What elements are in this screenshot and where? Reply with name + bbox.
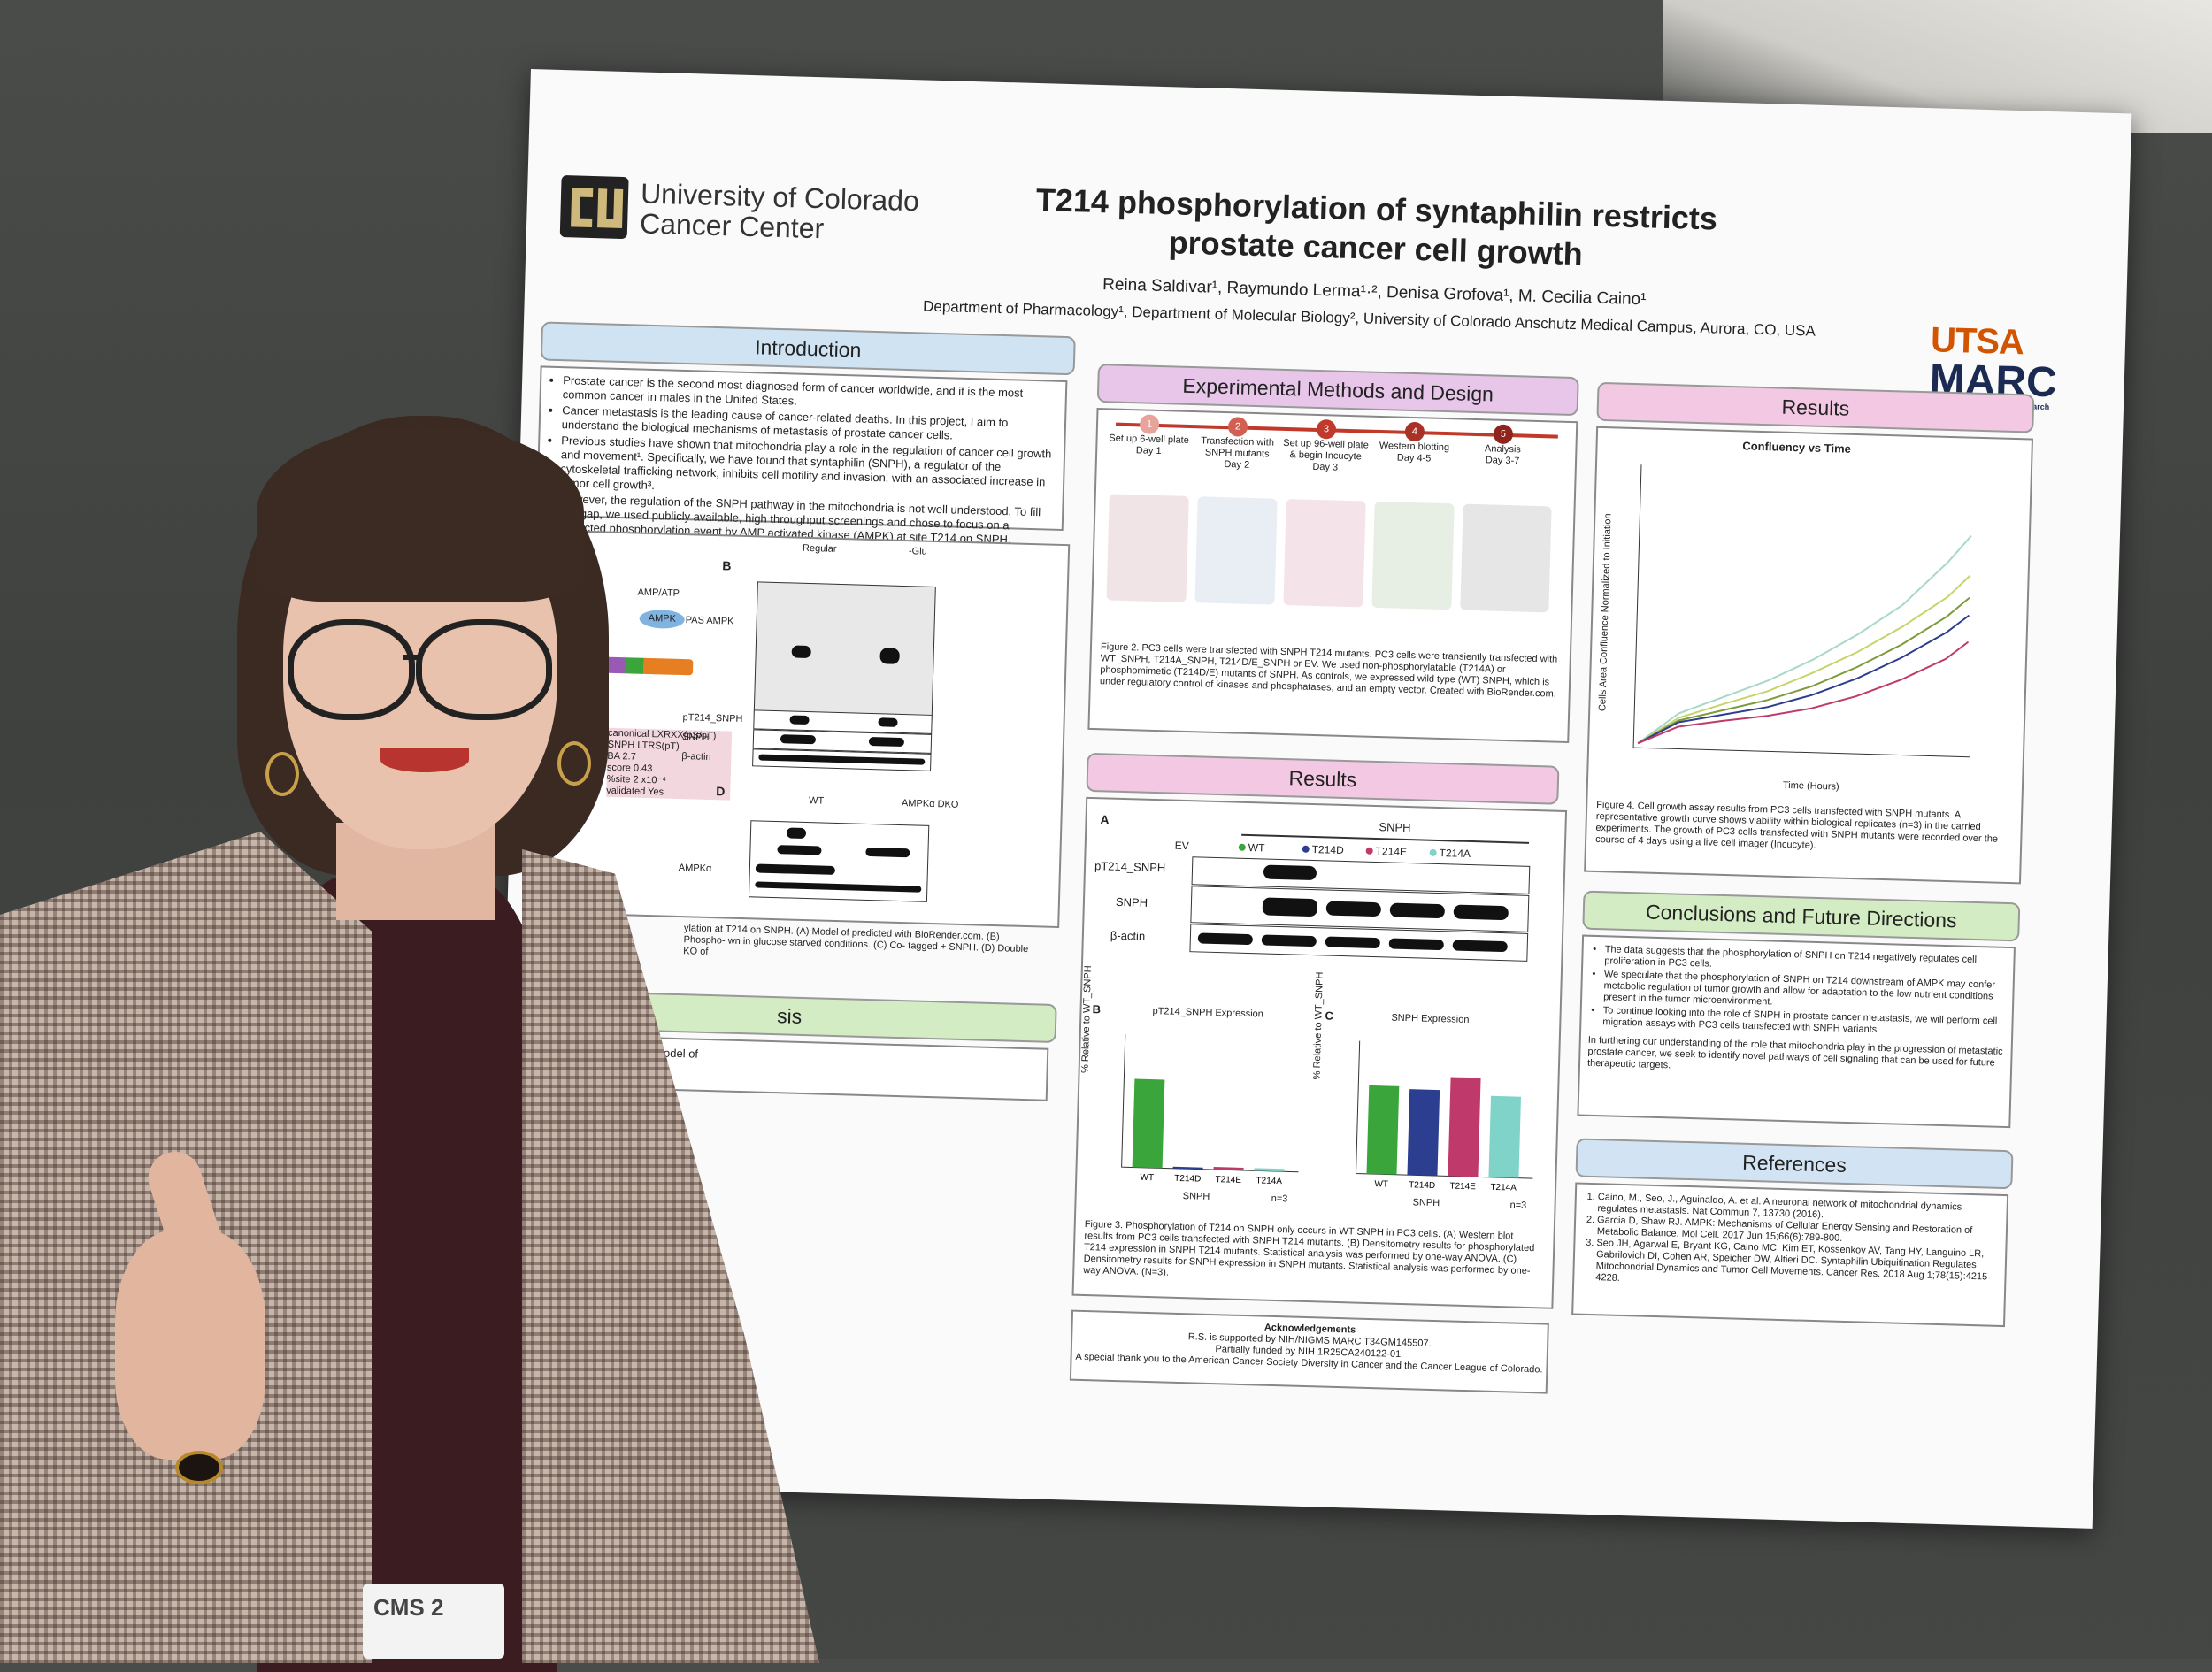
references-heading: References bbox=[1575, 1138, 2014, 1190]
results-right-box: Confluency vs Time Time (Hours) Cells Ar… bbox=[1584, 426, 2034, 885]
chart-b-n: n=3 bbox=[1271, 1193, 1288, 1205]
chart-b-xgroup: SNPH bbox=[1182, 1191, 1210, 1202]
chart-bar bbox=[1132, 1078, 1165, 1169]
chart-tick-label: WT bbox=[1140, 1173, 1154, 1183]
figure3-caption: Figure 3. Phosphorylation of T214 on SNP… bbox=[1083, 1218, 1535, 1278]
results-middle-box: A SNPH EV WT T214D T214E T214A pT214_SNPH SN… bbox=[1071, 796, 1568, 1309]
motif-table: canonical LXRXX(pS/pT) SNPH LTRS(pT) BA … bbox=[606, 727, 733, 801]
growth-chart-xlabel: Time (Hours) bbox=[1782, 779, 1839, 793]
snph-header: SNPH bbox=[1379, 820, 1411, 835]
fig1-actin-label: β-actin bbox=[681, 751, 711, 763]
chart-tick-label: T214E bbox=[1449, 1181, 1476, 1192]
snph-row-label: SNPH bbox=[1115, 894, 1148, 909]
figure4-caption: Figure 4. Cell growth assay results from… bbox=[1594, 799, 1999, 851]
fig1-panel-d: D bbox=[716, 784, 726, 799]
conclusions-box: The data suggests that the phosphorylati… bbox=[1577, 934, 2016, 1129]
transfection-illustration bbox=[1194, 496, 1278, 605]
name-badge: CMS 2 bbox=[363, 1584, 504, 1659]
lane-dot-icon bbox=[1302, 845, 1310, 853]
chart-bar bbox=[1213, 1167, 1244, 1170]
lane-label: EV bbox=[1174, 839, 1189, 853]
method-step: 2 Transfection with SNPH mutants Day 2 bbox=[1193, 416, 1283, 472]
regular-label: Regular bbox=[802, 542, 837, 555]
bangs bbox=[257, 425, 584, 602]
panel-c-label: C bbox=[1325, 1009, 1334, 1023]
fig1-pt214-label: pT214_SNPH bbox=[682, 712, 743, 725]
growth-curve-chart bbox=[1632, 464, 1972, 758]
acknowledgements-box: Acknowledgements R.S. is supported by NI… bbox=[1069, 1309, 1549, 1394]
method-step: 5 Analysis Day 3-7 bbox=[1458, 423, 1548, 468]
chart-bar bbox=[1448, 1077, 1481, 1177]
wt-label: WT bbox=[808, 795, 825, 807]
earring-icon bbox=[557, 741, 591, 786]
methods-heading: Experimental Methods and Design bbox=[1096, 364, 1579, 417]
ampk-oval: AMPK bbox=[639, 609, 686, 630]
dko-label: AMPKα DKO bbox=[901, 798, 959, 810]
figure1-caption: ylation at T214 on SNPH. (A) Model of pr… bbox=[683, 923, 1029, 957]
well-plate-illustration bbox=[1283, 499, 1366, 608]
glasses-icon bbox=[416, 619, 552, 720]
method-step: 3 Set up 96-well plate & begin Incucyte D… bbox=[1281, 418, 1371, 475]
cu-logo-icon bbox=[559, 175, 629, 239]
panel-a-label: A bbox=[1100, 812, 1110, 827]
chart-b: WT T214D T214E T214A bbox=[1121, 1034, 1299, 1186]
lips bbox=[380, 748, 469, 772]
conclusion-paragraph: In furthering our understanding of the r… bbox=[1586, 1034, 2003, 1071]
thumbs-up-hand bbox=[115, 1230, 265, 1460]
fig1-snph-label: SNPH bbox=[681, 732, 710, 743]
incucyte-illustration bbox=[1460, 503, 1552, 613]
glasses-bridge bbox=[403, 655, 420, 660]
introduction-box: Prostate cancer is the second most diagn… bbox=[535, 365, 1068, 546]
amp-atp-label: AMP/ATP bbox=[637, 587, 680, 599]
chart-tick-label: T214D bbox=[1174, 1174, 1201, 1185]
glu-label: -Glu bbox=[908, 546, 927, 557]
blot-pas-ampk bbox=[753, 581, 936, 721]
ampka-label: AMPKα bbox=[678, 863, 712, 875]
actin-row-label: β-actin bbox=[1110, 928, 1146, 943]
chart-bar bbox=[1172, 1166, 1203, 1170]
chart-tick-label: T214E bbox=[1215, 1175, 1241, 1185]
lane-label: T214E bbox=[1365, 844, 1407, 859]
pas-ampk-label: PAS AMPK bbox=[685, 615, 734, 627]
research-poster: University of Colorado Cancer Center T21… bbox=[491, 69, 2132, 1529]
results-heading-middle: Results bbox=[1086, 752, 1560, 805]
chart-c-xgroup: SNPH bbox=[1412, 1197, 1440, 1209]
lane-label: WT bbox=[1238, 840, 1265, 855]
fig1-panel-b: B bbox=[722, 558, 732, 573]
method-step: 4 Western blotting Day 4-5 bbox=[1370, 421, 1459, 466]
plate-illustration bbox=[1106, 494, 1189, 602]
lane-dot-icon bbox=[1365, 847, 1373, 855]
ring-icon bbox=[175, 1451, 223, 1484]
method-step: 1 Set up 6-well plate Day 1 bbox=[1104, 413, 1194, 458]
chart-bar bbox=[1407, 1089, 1440, 1177]
chart-tick-label: T214D bbox=[1409, 1180, 1435, 1191]
jacket-left bbox=[0, 832, 372, 1663]
cu-logo-text: University of Colorado Cancer Center bbox=[639, 177, 920, 245]
chart-c-n: n=3 bbox=[1509, 1200, 1527, 1211]
chart-tick-label: T214A bbox=[1490, 1183, 1517, 1193]
pt214-row-label: pT214_SNPH bbox=[1094, 859, 1166, 875]
chart-c: WT T214D T214E T214A bbox=[1355, 1040, 1533, 1193]
lane-label: T214D bbox=[1302, 842, 1344, 857]
poster-title: T214 phosphorylation of syntaphilin rest… bbox=[1035, 181, 1718, 272]
references-box: Caino, M., Seo, J., Aguinaldo, A. et al.… bbox=[1571, 1182, 2009, 1328]
methods-box: 1 Set up 6-well plate Day 1 2 Transfectio… bbox=[1087, 408, 1578, 744]
chart-bar bbox=[1366, 1085, 1400, 1175]
blot-panel-d bbox=[748, 820, 930, 902]
blot-actin bbox=[752, 748, 932, 771]
chart-bar bbox=[1488, 1095, 1521, 1178]
panel-b-label: B bbox=[1092, 1002, 1102, 1016]
western-illustration bbox=[1371, 501, 1455, 610]
lane-label: T214A bbox=[1429, 846, 1471, 861]
chart-bar bbox=[1254, 1168, 1285, 1172]
chart-tick-label: WT bbox=[1374, 1179, 1388, 1189]
lane-dot-icon bbox=[1238, 843, 1246, 851]
conclusions-heading: Conclusions and Future Directions bbox=[1582, 890, 2021, 942]
chart-tick-label: T214A bbox=[1256, 1176, 1282, 1186]
lane-dot-icon bbox=[1429, 848, 1437, 856]
earring-icon bbox=[265, 752, 299, 796]
glasses-icon bbox=[288, 619, 415, 720]
figure2-caption: Figure 2. PC3 cells were transfected wit… bbox=[1099, 641, 1558, 700]
